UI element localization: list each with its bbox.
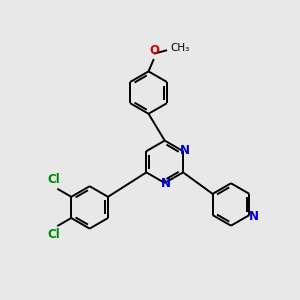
Text: Cl: Cl: [47, 173, 60, 186]
Text: CH₃: CH₃: [170, 43, 189, 53]
Text: N: N: [161, 177, 171, 190]
Text: O: O: [149, 44, 159, 57]
Text: Cl: Cl: [47, 229, 60, 242]
Text: N: N: [249, 210, 259, 223]
Text: N: N: [180, 144, 190, 157]
